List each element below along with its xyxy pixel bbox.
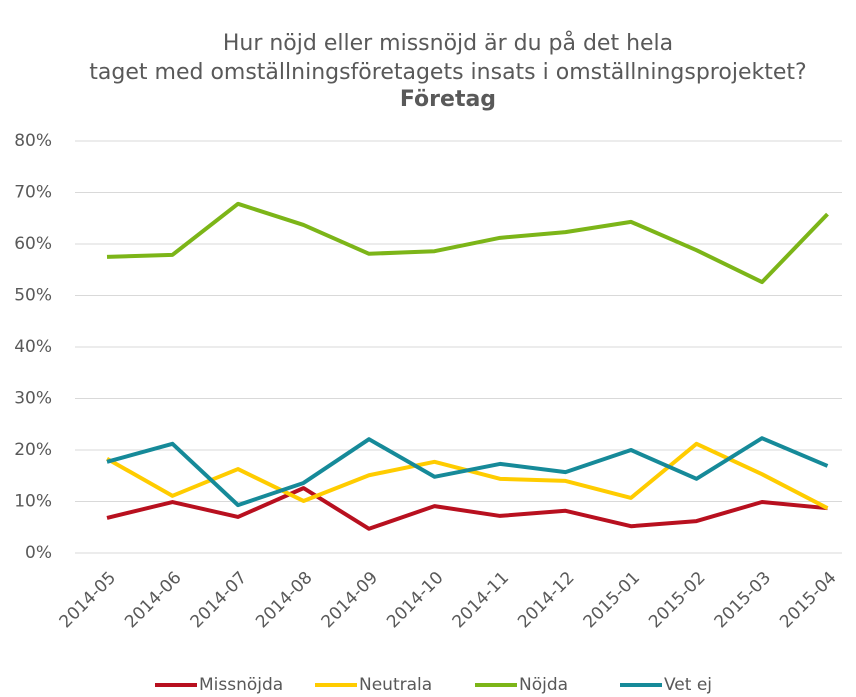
series-line bbox=[106, 201, 829, 285]
legend-label: Neutrala bbox=[359, 675, 432, 695]
x-tick-label: 2015-03 bbox=[711, 568, 775, 632]
x-tick-label: 2014-05 bbox=[56, 568, 120, 632]
y-tick-label: 60% bbox=[14, 234, 52, 254]
x-tick-label: 2014-06 bbox=[121, 568, 185, 632]
series-line bbox=[106, 436, 829, 508]
chart-title: Hur nöjd eller missnöjd är du på det hel… bbox=[89, 30, 806, 85]
y-tick-label: 20% bbox=[14, 440, 52, 460]
x-tick-label: 2015-01 bbox=[580, 568, 644, 632]
legend-label: Missnöjda bbox=[199, 675, 283, 695]
x-tick-label: 2014-08 bbox=[252, 568, 316, 632]
y-tick-label: 80% bbox=[14, 131, 52, 151]
chart-subtitle: Företag bbox=[400, 87, 496, 112]
y-tick-label: 30% bbox=[14, 389, 52, 409]
x-tick-label: 2014-07 bbox=[187, 568, 251, 632]
y-tick-label: 50% bbox=[14, 286, 52, 306]
x-tick-label: 2014-11 bbox=[449, 568, 513, 632]
series-line bbox=[106, 486, 828, 531]
x-tick-label: 2014-12 bbox=[514, 568, 578, 632]
x-tick-label: 2014-10 bbox=[383, 568, 447, 632]
y-tick-label: 10% bbox=[14, 492, 52, 512]
series-line bbox=[106, 441, 829, 510]
y-tick-label: 70% bbox=[14, 183, 52, 203]
x-tick-label: 2015-04 bbox=[776, 568, 840, 632]
x-tick-label: 2014-09 bbox=[318, 568, 382, 632]
x-tick-label: 2015-02 bbox=[645, 568, 709, 632]
y-tick-label: 40% bbox=[14, 337, 52, 357]
legend-label: Vet ej bbox=[664, 675, 712, 695]
y-tick-label: 0% bbox=[25, 543, 52, 563]
legend-label: Nöjda bbox=[519, 675, 568, 695]
